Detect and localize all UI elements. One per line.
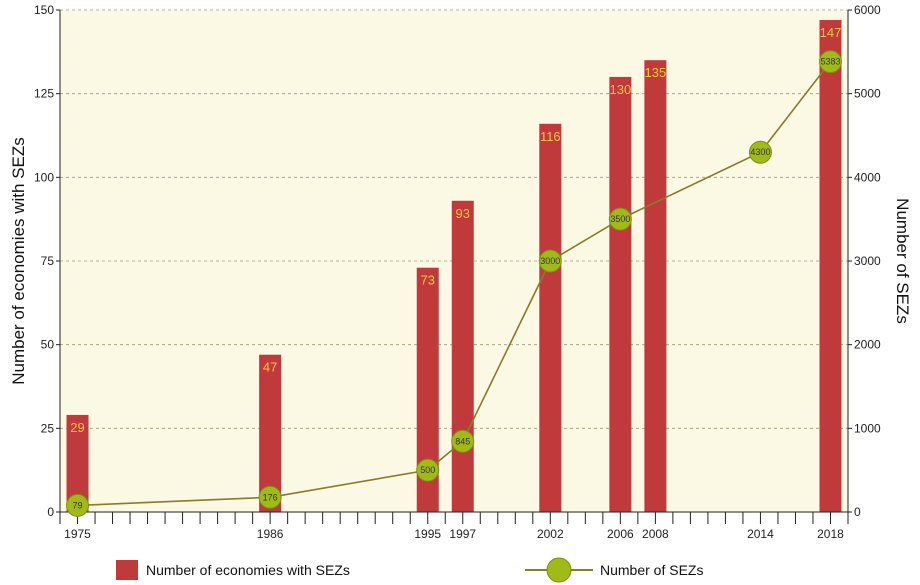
sez-point bbox=[818, 50, 842, 74]
y-right-tick-label: 1000 bbox=[854, 421, 881, 435]
sez-point bbox=[451, 429, 475, 453]
sez-point bbox=[258, 485, 282, 509]
bar-value-label: 130 bbox=[610, 82, 632, 97]
y-left-tick-label: 0 bbox=[47, 505, 54, 519]
y-axis-left-title: Number of economies with SEZs bbox=[9, 137, 28, 385]
sez-point bbox=[608, 207, 632, 231]
bar-value-label: 93 bbox=[456, 206, 470, 221]
bar-value-label: 116 bbox=[540, 129, 561, 144]
y-right-tick-label: 2000 bbox=[854, 338, 881, 352]
sez-point-label: 845 bbox=[455, 436, 470, 446]
x-tick-label: 1986 bbox=[257, 527, 284, 541]
bar-value-label: 47 bbox=[263, 360, 277, 375]
sez-line-path bbox=[77, 61, 832, 507]
y-left-tick-label: 100 bbox=[34, 170, 54, 184]
bar-value-label: 147 bbox=[820, 25, 842, 40]
sez-point-label: 4300 bbox=[750, 147, 770, 157]
sez-point bbox=[538, 249, 562, 273]
sez-line: 79 176 500 845 3000 3500 4300 5383 bbox=[66, 50, 842, 517]
legend-bar-swatch bbox=[116, 560, 138, 580]
sez-point-label: 3500 bbox=[610, 214, 630, 224]
bar bbox=[451, 200, 474, 512]
bar bbox=[644, 60, 667, 512]
bar bbox=[66, 414, 89, 512]
bar bbox=[539, 123, 562, 512]
x-tick-label: 1975 bbox=[64, 527, 91, 541]
sez-point bbox=[66, 493, 90, 517]
bar bbox=[259, 354, 282, 512]
y-axis-left: 0 25 50 75 100 125 150 bbox=[34, 3, 61, 519]
x-tick-label: 1997 bbox=[449, 527, 476, 541]
y-right-tick-label: 4000 bbox=[854, 170, 881, 184]
sez-point bbox=[416, 458, 440, 482]
bar-value-label: 29 bbox=[70, 420, 84, 435]
sez-point-label: 79 bbox=[73, 500, 83, 510]
y-right-tick-label: 3000 bbox=[854, 254, 881, 268]
x-tick-label: 2018 bbox=[817, 527, 844, 541]
bar-value-label: 73 bbox=[420, 273, 434, 288]
legend: Number of economies with SEZs Number of … bbox=[116, 557, 703, 583]
x-tick-label: 2002 bbox=[537, 527, 564, 541]
sez-point bbox=[748, 140, 772, 164]
y-left-tick-label: 25 bbox=[41, 421, 55, 435]
sez-point-label: 5383 bbox=[820, 57, 840, 67]
y-right-tick-label: 0 bbox=[854, 505, 861, 519]
bar bbox=[819, 20, 842, 512]
legend-line-label: Number of SEZs bbox=[600, 562, 703, 578]
y-axis-right-title: Number of SEZs bbox=[893, 198, 912, 324]
y-left-tick-label: 50 bbox=[41, 338, 55, 352]
bar-value-label: 135 bbox=[645, 65, 667, 80]
sez-point-label: 176 bbox=[263, 492, 278, 502]
bar bbox=[609, 76, 632, 512]
x-axis: 1975 1986 1995 1997 2002 2006 2008 2014 2018 bbox=[59, 511, 849, 541]
y-right-tick-label: 5000 bbox=[854, 87, 881, 101]
sez-point-label: 500 bbox=[420, 465, 435, 475]
x-tick-label: 1995 bbox=[414, 527, 441, 541]
y-left-tick-label: 150 bbox=[34, 3, 54, 17]
y-axis-right: 0 1000 2000 3000 4000 5000 6000 bbox=[847, 3, 881, 519]
x-tick-label: 2006 bbox=[607, 527, 634, 541]
gridlines bbox=[60, 9, 848, 429]
legend-bar-label: Number of economies with SEZs bbox=[146, 562, 350, 578]
bar bbox=[416, 267, 439, 512]
y-right-tick-label: 6000 bbox=[854, 3, 881, 17]
sez-point-label: 3000 bbox=[540, 256, 560, 266]
x-tick-label: 2008 bbox=[642, 527, 669, 541]
x-tick-label: 2014 bbox=[747, 527, 774, 541]
y-left-tick-label: 125 bbox=[34, 87, 54, 101]
legend-line-marker bbox=[546, 557, 572, 583]
y-left-tick-label: 75 bbox=[41, 254, 55, 268]
